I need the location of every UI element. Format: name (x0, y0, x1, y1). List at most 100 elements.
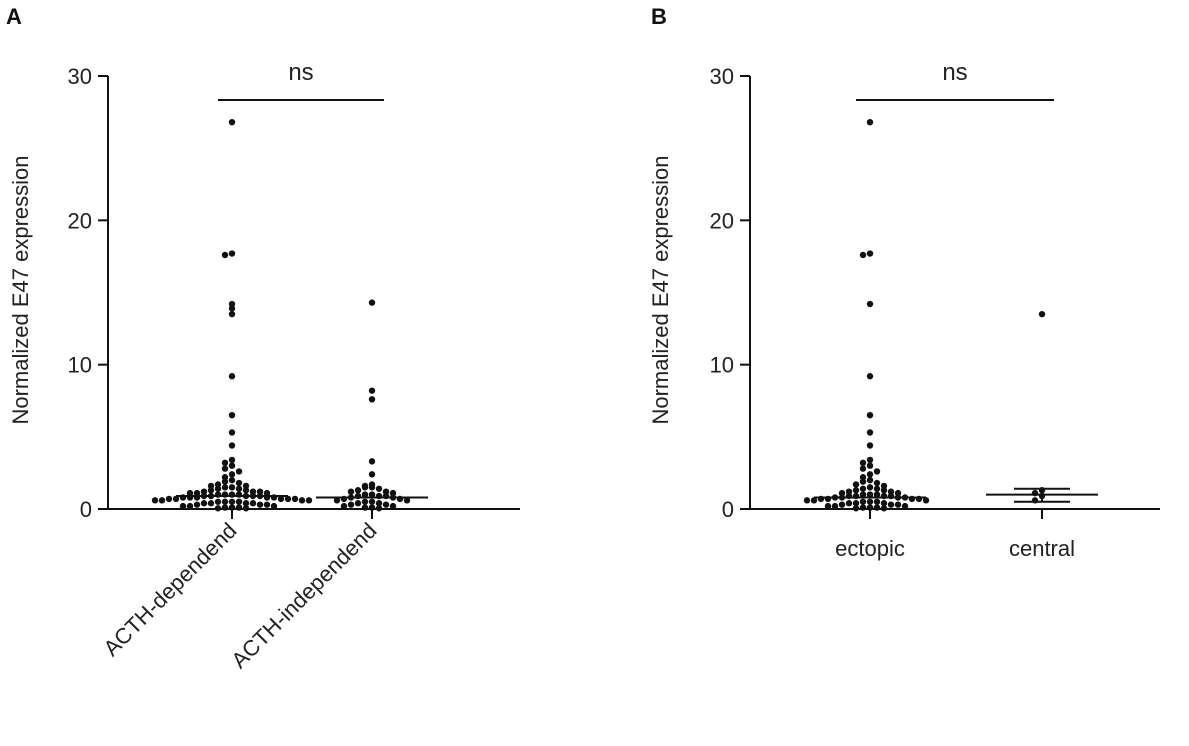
data-point (228, 411, 236, 419)
data-point (859, 498, 867, 505)
data-point (368, 299, 376, 306)
data-point (340, 502, 348, 510)
data-point (852, 487, 860, 494)
data-point (228, 429, 236, 436)
data-point (866, 373, 874, 380)
data-point (221, 478, 229, 485)
data-point (228, 305, 236, 312)
data-point (228, 456, 236, 464)
data-point (151, 497, 159, 504)
data-point (277, 495, 285, 503)
data-point (221, 465, 229, 472)
data-point (235, 504, 243, 511)
data-point (249, 500, 257, 507)
data-point (368, 498, 376, 505)
data-point (221, 251, 229, 259)
data-point (221, 504, 229, 511)
data-point (859, 478, 867, 485)
data-point (298, 497, 306, 504)
y-tick-label: 30 (68, 64, 92, 89)
data-point (221, 459, 229, 467)
data-point (880, 500, 888, 507)
data-point (179, 502, 187, 510)
data-point (214, 505, 222, 512)
data-point (200, 500, 208, 507)
data-point (368, 387, 376, 394)
data-point (368, 491, 376, 498)
data-point (866, 462, 874, 469)
data-point (880, 505, 888, 512)
data-point (242, 500, 250, 507)
data-point (228, 504, 236, 511)
data-point (221, 484, 229, 491)
y-tick-label: 0 (80, 497, 92, 522)
data-point (368, 484, 376, 491)
data-point (228, 118, 236, 126)
data-point (873, 468, 881, 475)
category-label: ectopic (835, 536, 905, 561)
data-point (228, 442, 236, 449)
y-axis-title: Normalized E47 expression (8, 155, 33, 424)
data-point (291, 495, 299, 503)
data-point (866, 456, 874, 464)
y-tick-label: 30 (710, 64, 734, 89)
data-point (207, 487, 215, 494)
data-point (803, 497, 811, 504)
data-point (361, 498, 369, 505)
data-point (831, 502, 839, 510)
data-point (894, 501, 902, 508)
data-point (333, 497, 341, 504)
data-point (354, 487, 362, 494)
data-point (242, 487, 250, 494)
data-point (214, 498, 222, 505)
data-point (347, 488, 355, 495)
data-point (866, 411, 874, 419)
data-point (403, 497, 411, 504)
data-point (228, 471, 236, 478)
data-point (256, 501, 264, 508)
data-point (235, 485, 243, 492)
significance-label: ns (942, 59, 967, 86)
data-point (866, 476, 874, 484)
data-point (186, 502, 194, 510)
data-point (242, 505, 250, 512)
data-point (901, 502, 909, 510)
data-point (810, 497, 818, 504)
y-tick-label: 10 (710, 353, 734, 378)
data-point (228, 250, 236, 257)
data-point (228, 462, 236, 469)
data-point (235, 498, 243, 505)
data-point (228, 484, 236, 491)
data-point (221, 498, 229, 505)
data-point (866, 484, 874, 491)
data-point (361, 484, 369, 491)
data-point (859, 465, 867, 472)
data-point (382, 501, 390, 508)
y-tick-label: 10 (68, 353, 92, 378)
data-point (873, 491, 881, 498)
data-point (887, 501, 895, 508)
data-point (852, 500, 860, 507)
data-point (235, 479, 243, 487)
data-point (228, 310, 236, 318)
data-point (859, 251, 867, 259)
data-point (838, 501, 846, 508)
data-point (1038, 310, 1046, 318)
data-point (235, 468, 243, 475)
data-point (165, 495, 173, 503)
y-tick-label: 20 (68, 208, 92, 233)
data-point (866, 498, 874, 505)
data-point (228, 476, 236, 484)
data-point (866, 471, 874, 478)
data-point (375, 500, 383, 507)
data-point (845, 500, 853, 507)
category-label: central (1009, 536, 1075, 561)
panel-label-b: B (651, 4, 667, 29)
data-point (284, 495, 292, 503)
data-point (368, 458, 376, 465)
y-axis-title: Normalized E47 expression (648, 155, 673, 424)
data-point (361, 504, 369, 511)
data-point (866, 491, 874, 498)
data-point (368, 504, 376, 511)
